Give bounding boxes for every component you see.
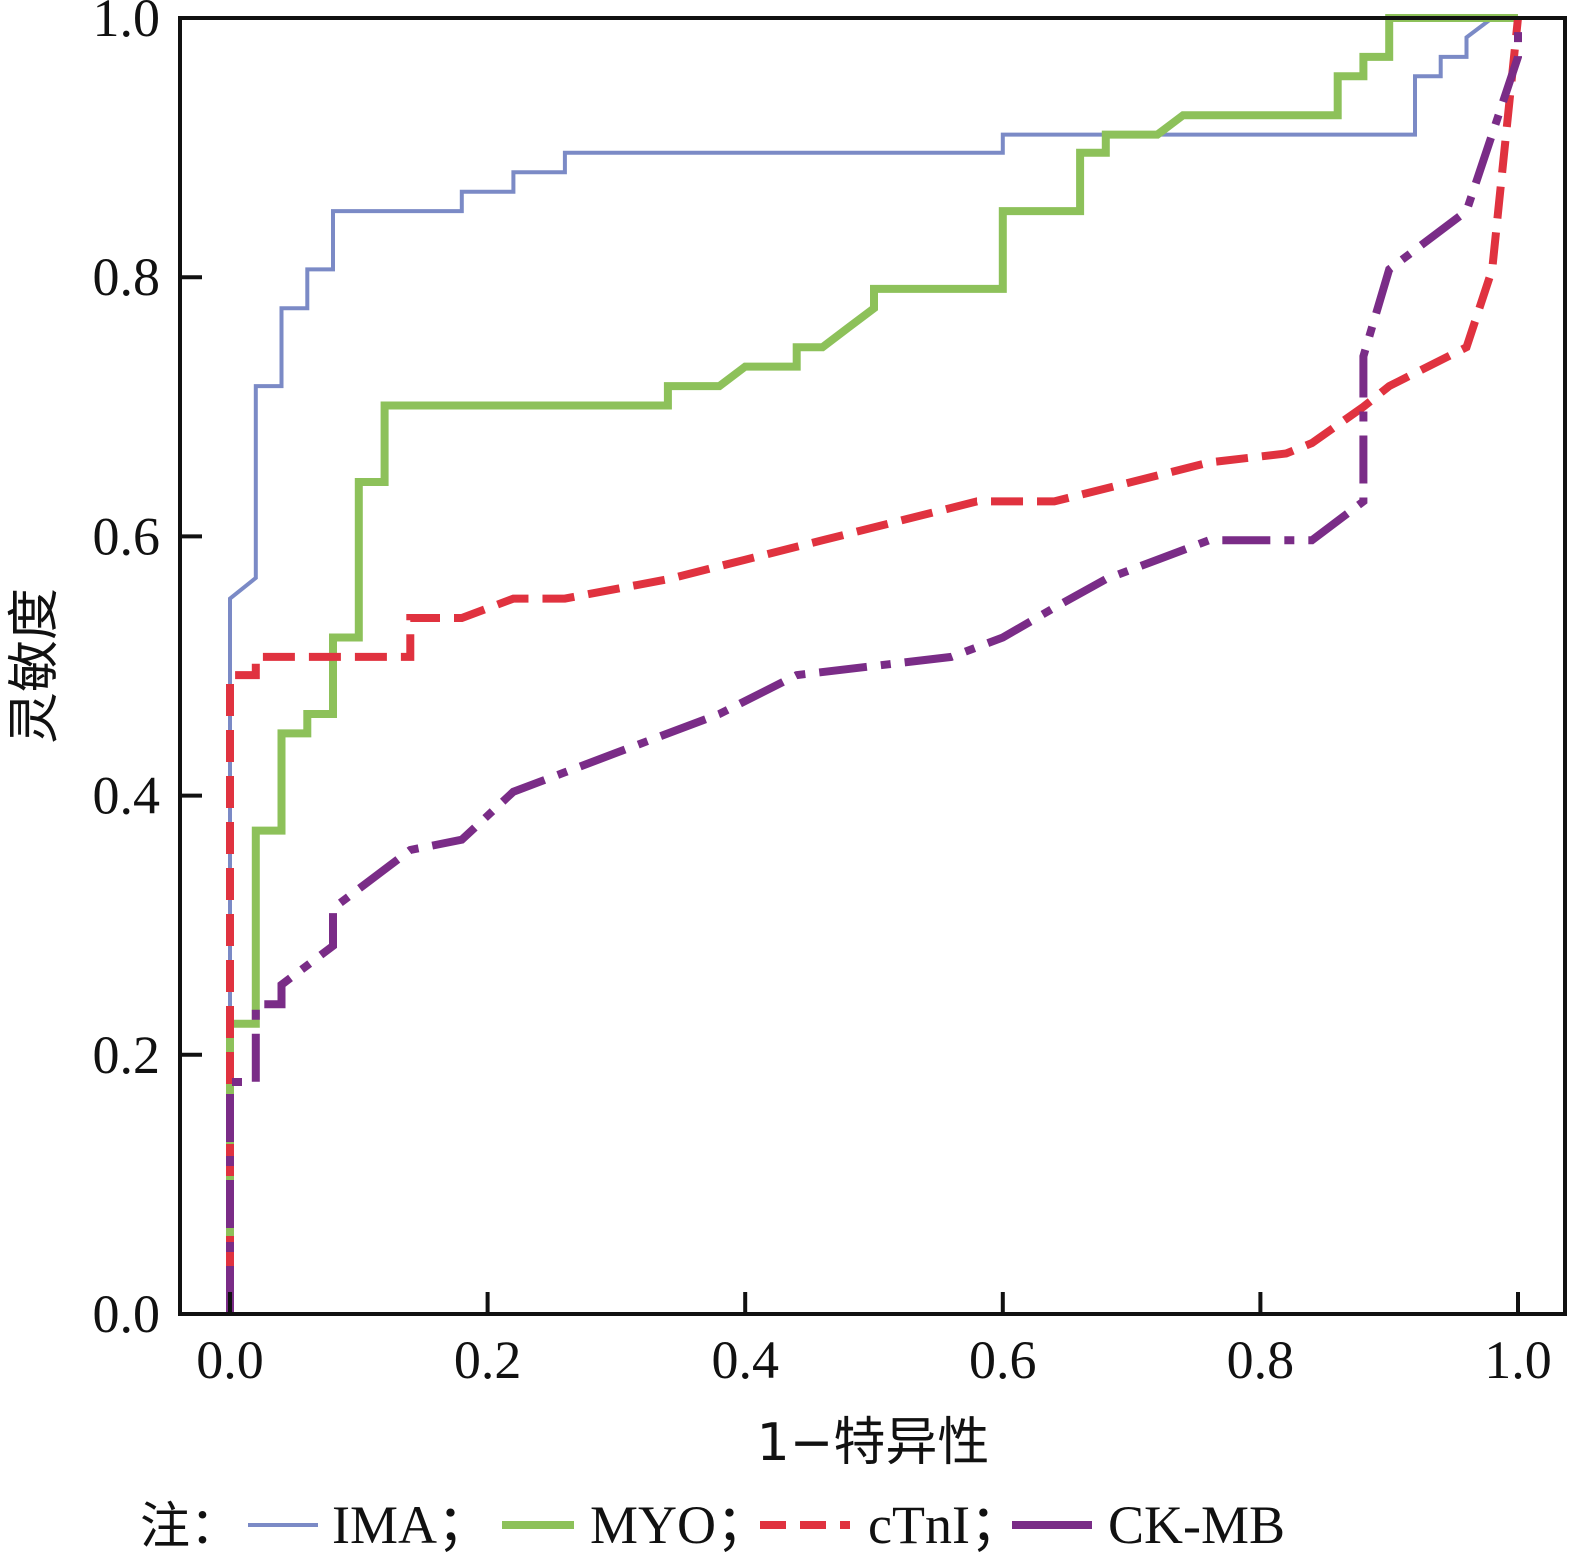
legend-label-myo: MYO； (590, 1495, 770, 1555)
x-tick-label: 0.8 (1227, 1330, 1295, 1390)
y-tick-label: 0.0 (93, 1284, 161, 1344)
legend-label-ima: IMA； (332, 1495, 491, 1555)
y-tick-label: 0.8 (93, 247, 161, 307)
series-line-ima (228, 16, 1518, 1314)
series-line-ck-mb (226, 18, 1522, 1314)
x-tick-label: 0.6 (969, 1330, 1037, 1390)
x-axis-title: 1−特异性 (757, 1413, 990, 1473)
series-line-myo (226, 14, 1518, 1314)
y-tick-label: 0.4 (93, 766, 161, 826)
x-tick-label: 0.0 (196, 1330, 264, 1390)
y-tick-label: 0.6 (93, 506, 161, 566)
legend-prefix: 注： (140, 1497, 240, 1555)
series-line-ctni (226, 17, 1522, 1314)
legend-label-ctni: cTnI； (868, 1495, 1024, 1555)
series-layer (226, 14, 1522, 1314)
plot-frame (178, 16, 1567, 1316)
x-tick-label: 0.2 (454, 1330, 522, 1390)
y-tick-label: 0.2 (93, 1025, 161, 1085)
legend: 注： IMA； MYO； cTnI； CK-MB (140, 1495, 1285, 1555)
x-tick-label: 1.0 (1484, 1330, 1552, 1390)
y-axis-title: 灵敏度 (5, 588, 65, 744)
y-tick-label: 1.0 (93, 0, 161, 48)
tick-layer: 0.0 0.2 0.4 0.6 0.8 1.0 0.0 0.2 0.4 0.6 0.8 1.0 (93, 0, 1552, 1390)
x-tick-label: 0.4 (711, 1330, 779, 1390)
legend-label-ck-mb: CK-MB (1108, 1495, 1285, 1555)
